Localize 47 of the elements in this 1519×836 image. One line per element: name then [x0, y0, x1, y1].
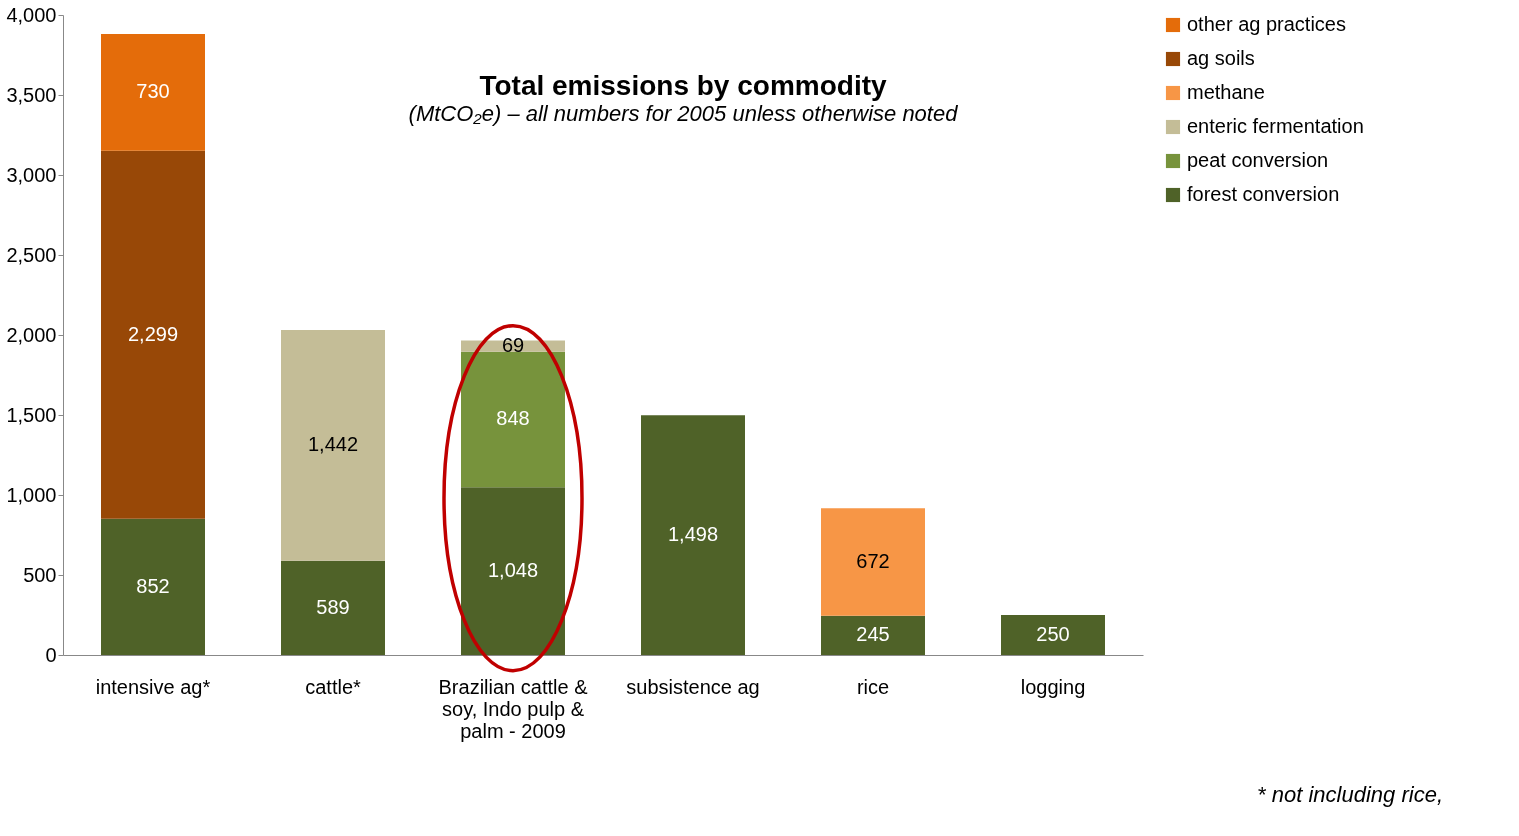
legend-label: forest conversion: [1187, 183, 1340, 205]
text: Total emissions by commodity: [479, 70, 887, 101]
data-label: 1,442: [307, 433, 359, 456]
legend-label: methane: [1187, 81, 1265, 103]
y-tick-label: 2,000: [6, 323, 57, 346]
data-label: 730: [136, 80, 170, 103]
x-tick-label: cattle*: [305, 675, 362, 698]
y-tick-label: 3,500: [6, 83, 57, 106]
x-tick-label: logging: [1020, 675, 1086, 698]
bar: [821, 615, 925, 655]
bar: [1001, 615, 1105, 655]
data-label: 245: [856, 623, 890, 646]
y-tick-label: 500: [23, 563, 57, 586]
bar: [461, 487, 565, 655]
data-label: 589: [316, 595, 350, 618]
data-label: 672: [856, 550, 890, 573]
legend-label: ag soils: [1187, 47, 1255, 69]
data-label: 848: [496, 407, 530, 430]
legend-label: enteric fermentation: [1187, 115, 1364, 137]
bar: [281, 330, 385, 561]
bar: [101, 34, 205, 151]
y-tick-label: 2,500: [6, 243, 57, 266]
legend-label: peat conversion: [1187, 149, 1329, 171]
bar: [821, 508, 925, 616]
y-tick-label: 0: [45, 643, 57, 666]
data-label: 69: [501, 334, 525, 357]
text: * not including rice,: [1257, 782, 1443, 807]
data-label: 2,299: [127, 322, 179, 345]
bar: [101, 150, 205, 519]
bar: [101, 518, 205, 655]
y-tick-label: 1,500: [6, 403, 57, 426]
data-label: 250: [1036, 623, 1070, 645]
x-tick-label: Brazilian cattle & soy, Indo pulp & palm - 2009: [438, 675, 589, 742]
data-label: 1,048: [487, 559, 539, 582]
x-tick-label: intensive ag*: [95, 675, 211, 698]
data-label: 1,498: [667, 523, 719, 546]
data-label: 852: [136, 574, 170, 597]
y-tick-label: 4,000: [6, 3, 57, 26]
text: (MtCO₂e) – all numbers for 2005 unless otherwise noted: [408, 101, 959, 126]
y-tick-label: 1,000: [6, 483, 57, 506]
legend-label: other ag practices: [1187, 13, 1346, 35]
x-tick-label: rice: [856, 675, 890, 698]
bar: [461, 351, 565, 488]
bar: [281, 560, 385, 655]
y-tick-label: 3,000: [6, 163, 57, 186]
x-tick-label: subsistence ag: [626, 675, 760, 698]
bar: [641, 415, 745, 655]
